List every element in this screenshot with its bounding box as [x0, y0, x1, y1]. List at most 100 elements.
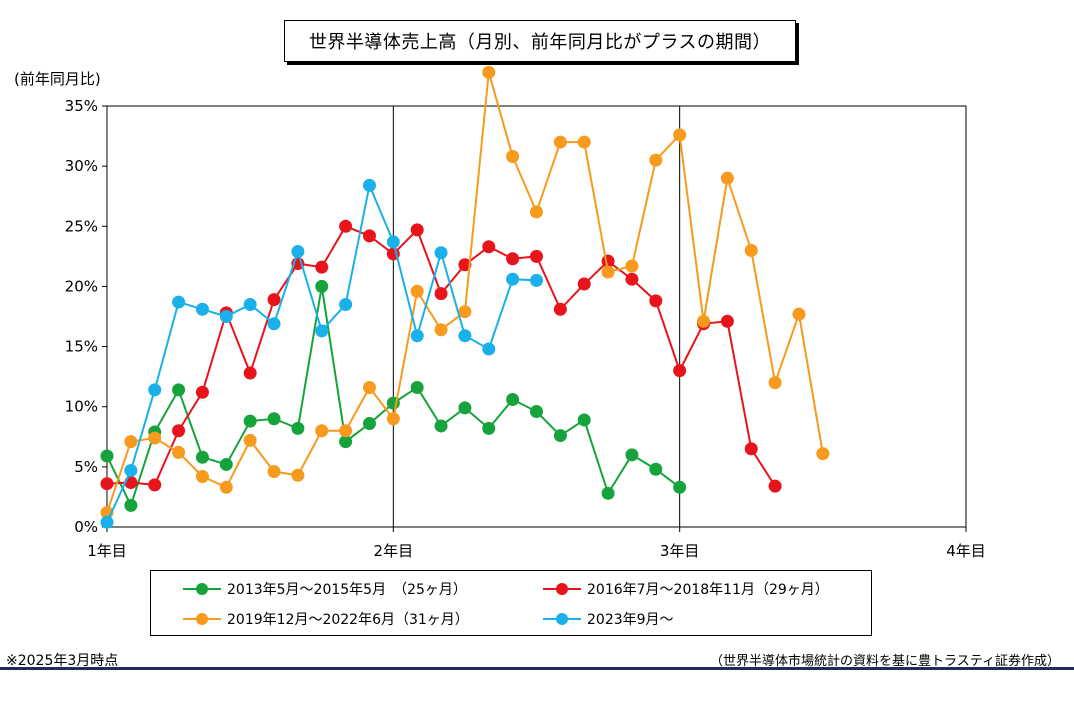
- data-point: [577, 413, 591, 427]
- data-point: [172, 445, 186, 459]
- data-point: [243, 366, 257, 380]
- y-tick-label: 25%: [65, 217, 98, 235]
- data-point: [339, 297, 353, 311]
- data-point: [673, 480, 687, 494]
- data-point: [243, 414, 257, 428]
- data-point: [458, 329, 472, 343]
- data-point: [362, 178, 376, 192]
- data-point: [625, 259, 639, 273]
- data-point: [553, 135, 567, 149]
- data-point: [195, 469, 209, 483]
- data-point: [291, 468, 305, 482]
- data-point: [506, 150, 520, 164]
- footnote: ※2025年3月時点: [6, 653, 119, 669]
- data-point: [362, 229, 376, 243]
- data-point: [720, 314, 734, 328]
- data-point: [339, 424, 353, 438]
- data-point: [792, 307, 806, 321]
- legend-item-2023: 2023年9月～: [543, 609, 674, 629]
- data-point: [100, 449, 114, 463]
- data-point: [410, 223, 424, 237]
- data-point: [267, 317, 281, 331]
- data-point: [744, 442, 758, 456]
- data-point: [243, 297, 257, 311]
- legend-label: 2019年12月～2022年6月（31ヶ月）: [227, 612, 469, 628]
- legend-swatch: [543, 613, 581, 625]
- data-point: [506, 392, 520, 406]
- data-point: [601, 265, 615, 279]
- axes-layer: 0% 5% 10% 15% 20% 25% 30% 35% 1年目 2年目 3年目 4年目: [65, 97, 986, 560]
- chart-title: 世界半導体売上高（月別、前年同月比がプラスの期間）: [284, 20, 796, 62]
- y-tick-label: 5%: [74, 458, 98, 476]
- data-point: [339, 435, 353, 449]
- source-note: （世界半導体市場統計の資料を基に豊トラスティ証券作成）: [710, 654, 1060, 669]
- data-point: [100, 515, 114, 529]
- data-point: [649, 462, 663, 476]
- data-point: [195, 302, 209, 316]
- data-point: [458, 258, 472, 272]
- data-point: [410, 329, 424, 343]
- x-tick-label: 4年目: [946, 542, 986, 560]
- legend: 2013年5月～2015年5月 （25ヶ月） 2016年7月～2018年11月（…: [150, 570, 872, 636]
- data-point: [124, 435, 138, 449]
- data-point: [386, 235, 400, 249]
- data-point: [315, 260, 329, 274]
- data-point: [267, 412, 281, 426]
- data-point: [530, 405, 543, 419]
- data-point: [219, 310, 233, 323]
- data-point: [362, 417, 376, 431]
- data-point: [673, 128, 687, 142]
- data-point: [386, 412, 400, 426]
- data-point: [720, 171, 734, 185]
- data-point: [148, 383, 162, 397]
- data-point: [315, 424, 329, 438]
- data-point: [553, 302, 567, 316]
- data-point: [172, 295, 186, 309]
- data-point: [553, 429, 567, 443]
- data-point: [482, 65, 496, 79]
- legend-label: 2023年9月～: [587, 612, 674, 628]
- series-3: [100, 178, 543, 529]
- data-point: [410, 380, 424, 394]
- data-point: [530, 273, 543, 287]
- data-point: [482, 421, 496, 435]
- data-point: [291, 421, 305, 435]
- y-tick-label: 30%: [65, 157, 98, 175]
- data-point: [219, 480, 233, 494]
- data-point: [577, 277, 591, 291]
- y-tick-label: 15%: [65, 338, 98, 356]
- data-point: [315, 279, 329, 293]
- y-tick-label: 0%: [74, 518, 98, 536]
- data-point: [172, 424, 186, 438]
- data-point: [768, 376, 782, 390]
- bottom-divider: [0, 667, 1074, 670]
- legend-label: 2013年5月～2015年5月 （25ヶ月）: [227, 582, 467, 598]
- x-tick-label: 3年目: [660, 542, 700, 560]
- data-point: [315, 324, 329, 338]
- data-point: [219, 457, 233, 471]
- series-line: [106, 72, 824, 513]
- data-point: [625, 448, 639, 462]
- data-point: [148, 478, 162, 492]
- data-point: [148, 431, 162, 445]
- data-point: [124, 463, 138, 477]
- data-point: [100, 477, 114, 491]
- data-point: [530, 205, 543, 219]
- data-point: [744, 243, 758, 257]
- data-point: [362, 380, 376, 394]
- data-point: [195, 450, 209, 464]
- data-point: [506, 272, 520, 286]
- data-point: [434, 246, 448, 260]
- data-point: [434, 419, 448, 433]
- legend-item-2013: 2013年5月～2015年5月 （25ヶ月）: [183, 579, 467, 599]
- legend-swatch: [543, 583, 581, 595]
- x-tick-label: 1年目: [87, 542, 127, 560]
- data-point: [601, 486, 615, 500]
- data-point: [458, 305, 472, 319]
- data-point: [530, 249, 543, 263]
- data-point: [410, 284, 424, 298]
- y-tick-label: 10%: [65, 398, 98, 416]
- data-point: [458, 401, 472, 415]
- data-point: [434, 287, 448, 301]
